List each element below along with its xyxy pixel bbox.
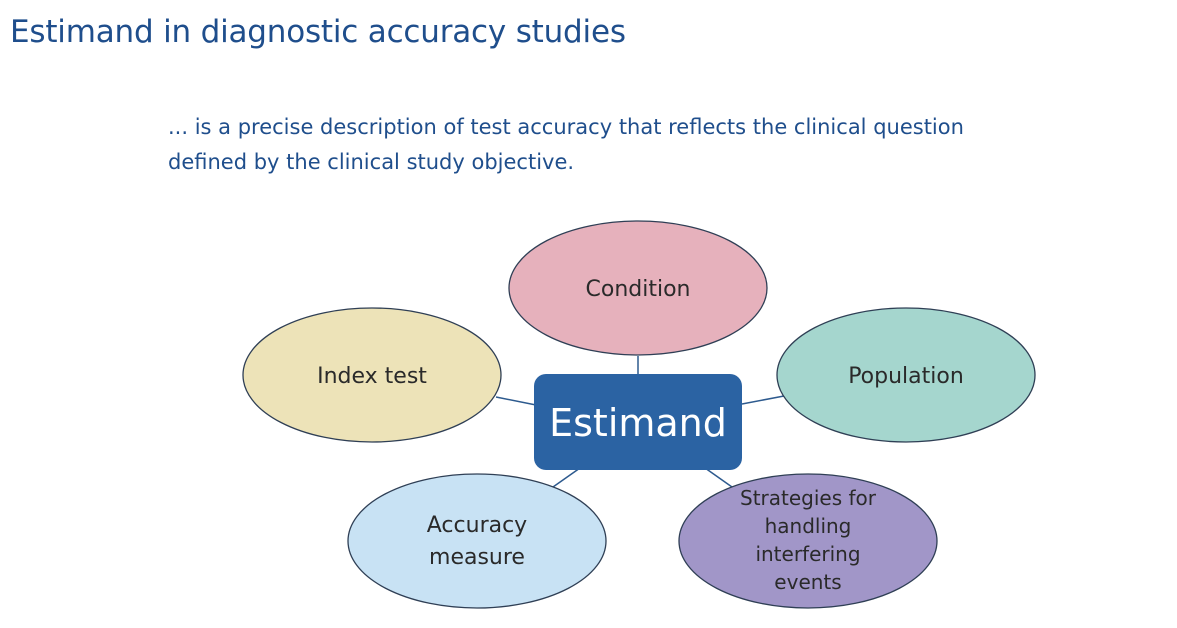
estimand-box [534, 374, 742, 470]
node-population-shape [776, 307, 1036, 443]
node-population-label: Population [848, 364, 964, 389]
node-condition-shape [508, 220, 768, 356]
connector-index-test [495, 396, 537, 406]
node-strategies: Strategies for handling interfering even… [678, 473, 938, 609]
node-accuracy-measure-label-line: Accuracy [427, 513, 527, 538]
node-accuracy-measure: Accuracy measure [347, 473, 607, 609]
node-accuracy-measure-label-line: measure [429, 545, 525, 570]
node-accuracy-measure-shape [347, 473, 607, 609]
estimand-label: Estimand [549, 401, 727, 445]
node-strategies-label-line: events [774, 570, 841, 594]
node-index-test-shape [242, 307, 502, 443]
node-condition: Condition [508, 220, 768, 356]
node-population: Population [776, 307, 1036, 443]
node-strategies-label-line: handling [765, 514, 852, 538]
node-condition-label: Condition [586, 277, 691, 302]
node-strategies-label-line: Strategies for [740, 486, 877, 510]
subtitle-line: ... is a precise description of test acc… [168, 115, 964, 139]
node-estimand: Estimand [534, 374, 742, 470]
slide-subtitle: ... is a precise description of test acc… [168, 110, 1068, 180]
node-strategies-shape [678, 473, 938, 609]
connector-accuracy-measure [552, 467, 581, 488]
node-strategies-label-line: interfering [755, 542, 860, 566]
node-index-test-label: Index test [317, 364, 427, 389]
subtitle-line: defined by the clinical study objective. [168, 150, 575, 174]
node-index-test: Index test [242, 307, 502, 443]
slide-title: Estimand in diagnostic accuracy studies [10, 14, 626, 50]
connector-population [741, 395, 785, 405]
